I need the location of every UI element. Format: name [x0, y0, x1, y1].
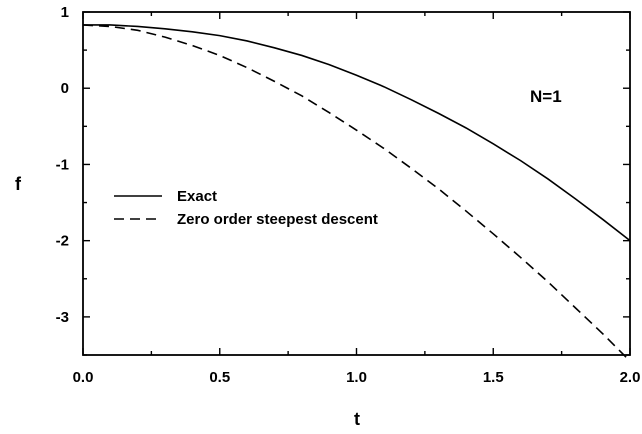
x-tick-label: 1.0 — [346, 369, 367, 386]
y-axis-title: f — [15, 174, 22, 194]
series-line-exact — [83, 24, 631, 242]
y-tick-label: -1 — [56, 156, 69, 173]
x-tick-label: 1.5 — [483, 369, 504, 386]
y-tick-label: 1 — [61, 4, 69, 21]
y-tick-label: -2 — [56, 233, 69, 250]
x-tick-label: 2.0 — [620, 369, 641, 386]
legend: Exact Zero order steepest descent — [114, 188, 378, 228]
annotation-label: N=1 — [530, 87, 562, 106]
series-line-steepest-descent — [82, 24, 631, 362]
plot-frame — [82, 11, 631, 356]
y-tick-label: 0 — [61, 80, 69, 97]
x-axis-title: t — [354, 409, 360, 429]
x-tick-label: 0.5 — [209, 369, 230, 386]
x-tick-label: 0.0 — [73, 369, 94, 386]
legend-label-exact: Exact — [177, 188, 217, 205]
legend-label-steepest-descent: Zero order steepest descent — [177, 211, 378, 228]
y-tick-label: -3 — [56, 309, 69, 326]
